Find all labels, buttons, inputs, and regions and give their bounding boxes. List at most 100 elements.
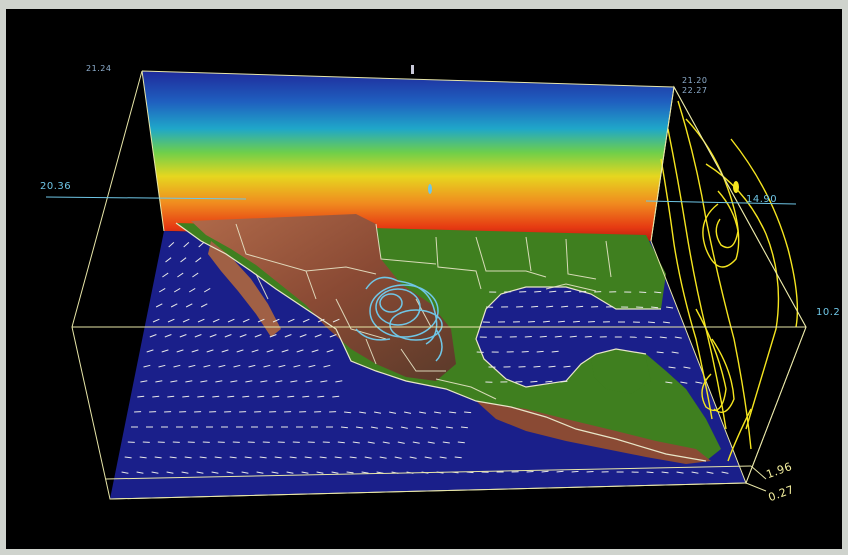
wind-vector: [211, 471, 219, 474]
wind-vector: [149, 334, 157, 338]
wind-vector: [197, 395, 205, 398]
wind-vector: [239, 334, 247, 338]
label-left-axis-value: 20.36: [40, 181, 72, 192]
wind-vector: [275, 380, 283, 383]
wind-vector: [287, 395, 295, 398]
wind-vector: [541, 470, 549, 473]
wind-vector: [176, 349, 184, 353]
streamlines: [660, 100, 799, 462]
wind-vector: [579, 290, 587, 293]
wind-vector: [647, 321, 655, 324]
wind-vector: [161, 349, 169, 353]
wind-vector: [676, 471, 684, 474]
wind-vector: [198, 242, 205, 248]
wind-vector: [260, 380, 268, 383]
wind-vector: [151, 471, 159, 474]
wind-vector: [168, 242, 175, 248]
wind-vector: [241, 471, 249, 474]
wind-vector: [182, 395, 190, 398]
wind-vector: [188, 287, 196, 293]
wind-vector: [227, 395, 235, 398]
wind-vector: [293, 364, 301, 368]
wind-vector: [272, 395, 280, 398]
wind-vector: [409, 456, 417, 459]
wind-vector: [185, 380, 193, 383]
wind-vector: [364, 456, 372, 459]
wind-vector: [301, 471, 309, 474]
wind-vector: [548, 365, 556, 368]
wind-vector: [571, 470, 579, 473]
wind-vector: [155, 303, 163, 308]
wind-vector: [521, 351, 529, 353]
wind-vector: [181, 471, 189, 474]
wind-vector: [242, 395, 250, 398]
wind-vector: [546, 305, 554, 308]
wind-vector: [385, 426, 393, 429]
wind-vector: [215, 380, 223, 383]
wind-vector: [158, 364, 166, 368]
wind-vector: [302, 395, 310, 398]
wind-vector: [374, 411, 382, 414]
wind-vector: [167, 395, 175, 398]
wind-vector: [311, 349, 319, 353]
wind-vector: [526, 471, 534, 473]
wind-vector: [272, 318, 280, 323]
wind-vector: [439, 456, 447, 459]
wind-vector: [259, 456, 267, 459]
wind-vector: [557, 320, 565, 323]
wind-vector: [659, 336, 667, 339]
wind-vector: [139, 456, 147, 459]
wind-vector: [170, 303, 178, 308]
wind-vector: [164, 334, 172, 338]
wind-vector: [177, 272, 184, 278]
wind-vector: [587, 321, 595, 323]
wind-vector: [180, 257, 187, 263]
southern-mountains: [476, 401, 711, 464]
wind-vector: [170, 380, 178, 383]
3d-visualization-viewport[interactable]: 21.24 21.20 22.27 20.36 14.90 10.2 1.96 …: [6, 9, 842, 549]
wind-vector: [136, 471, 144, 474]
3d-scene[interactable]: [6, 9, 842, 549]
wind-vector: [674, 336, 682, 339]
temperature-wall: [142, 71, 674, 241]
wind-vector: [656, 351, 664, 354]
wind-vector: [457, 441, 465, 444]
wind-vector: [355, 426, 363, 429]
wind-vector: [323, 364, 331, 368]
wind-vector: [671, 351, 679, 354]
wind-vector: [256, 471, 264, 474]
wind-vector: [460, 426, 468, 429]
wind-vector: [545, 380, 553, 383]
wind-vector: [308, 364, 316, 368]
wind-vector: [569, 335, 577, 338]
wind-vector: [185, 303, 193, 308]
boundary-lines: [235, 223, 612, 400]
wind-vector: [137, 395, 145, 398]
wind-vector: [332, 395, 340, 398]
wind-vector: [287, 318, 295, 323]
wind-vector: [337, 441, 345, 444]
wind-vector: [332, 318, 340, 323]
wind-vector: [218, 364, 226, 368]
wind-vector: [349, 456, 357, 459]
wind-vector: [162, 272, 169, 278]
wind-vector: [314, 334, 322, 338]
wind-vector: [244, 456, 252, 459]
wind-vector: [154, 456, 162, 459]
wind-vector: [397, 441, 405, 444]
wind-vector: [721, 471, 729, 474]
wind-vector: [305, 380, 313, 383]
wind-vector: [331, 471, 339, 474]
wind-vector: [165, 257, 172, 263]
wind-vector: [121, 471, 129, 474]
wind-vector: [654, 291, 662, 294]
wind-vector: [661, 471, 669, 474]
wind-vector: [242, 318, 250, 323]
wind-vector: [229, 456, 237, 459]
label-right-edge-value: 10.2: [816, 307, 841, 318]
wind-vector: [542, 320, 550, 323]
wind-vector: [290, 380, 298, 383]
wind-vector: [556, 470, 564, 473]
wind-vector: [563, 365, 571, 368]
wind-vector: [191, 349, 199, 353]
